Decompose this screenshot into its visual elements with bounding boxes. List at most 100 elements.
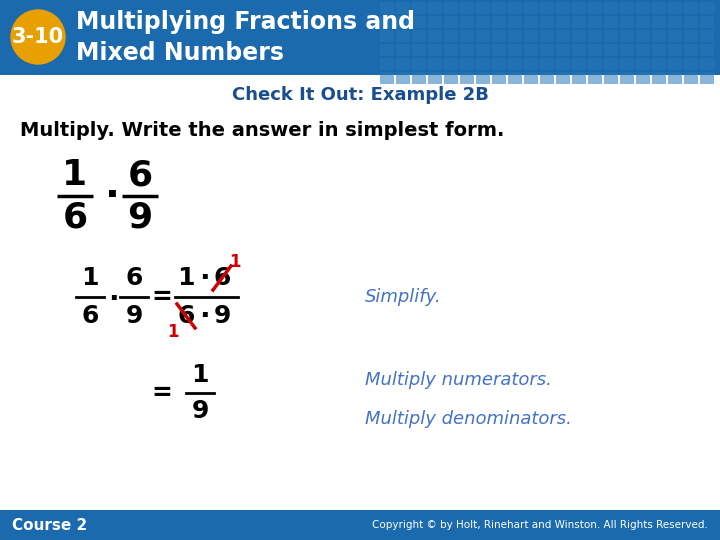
Text: 1: 1 bbox=[63, 158, 88, 192]
Bar bbox=[540, 72, 554, 84]
Bar bbox=[620, 16, 634, 28]
Bar bbox=[636, 30, 650, 42]
Bar bbox=[604, 2, 618, 14]
Text: Mixed Numbers: Mixed Numbers bbox=[76, 41, 284, 65]
Bar bbox=[508, 72, 522, 84]
Bar bbox=[636, 72, 650, 84]
Bar bbox=[684, 30, 698, 42]
Bar bbox=[668, 16, 682, 28]
Bar bbox=[556, 30, 570, 42]
Bar bbox=[380, 30, 394, 42]
Bar bbox=[700, 44, 714, 56]
Text: ·: · bbox=[104, 177, 120, 215]
Bar bbox=[668, 30, 682, 42]
Text: 1: 1 bbox=[81, 266, 99, 290]
Bar bbox=[620, 44, 634, 56]
Bar bbox=[572, 16, 586, 28]
Bar bbox=[604, 44, 618, 56]
Bar bbox=[652, 2, 666, 14]
Text: Check It Out: Example 2B: Check It Out: Example 2B bbox=[232, 86, 488, 104]
Bar bbox=[588, 72, 602, 84]
Bar bbox=[444, 72, 458, 84]
Bar bbox=[412, 44, 426, 56]
Bar bbox=[396, 16, 410, 28]
Bar bbox=[428, 16, 442, 28]
Bar bbox=[396, 44, 410, 56]
Text: ·: · bbox=[199, 302, 210, 330]
Text: Multiply denominators.: Multiply denominators. bbox=[365, 410, 572, 428]
Bar bbox=[492, 58, 506, 70]
Bar bbox=[604, 58, 618, 70]
Bar bbox=[524, 58, 538, 70]
Bar bbox=[428, 44, 442, 56]
Bar bbox=[556, 44, 570, 56]
Text: Multiplying Fractions and: Multiplying Fractions and bbox=[76, 10, 415, 34]
Bar bbox=[476, 72, 490, 84]
Bar bbox=[492, 30, 506, 42]
Text: Multiply numerators.: Multiply numerators. bbox=[365, 371, 552, 389]
Text: ·: · bbox=[199, 264, 210, 292]
Bar bbox=[508, 16, 522, 28]
Bar bbox=[492, 16, 506, 28]
Bar bbox=[588, 58, 602, 70]
Bar bbox=[652, 30, 666, 42]
Bar bbox=[684, 2, 698, 14]
Bar bbox=[524, 44, 538, 56]
Bar bbox=[604, 16, 618, 28]
Bar bbox=[684, 44, 698, 56]
Bar bbox=[460, 16, 474, 28]
Bar bbox=[412, 58, 426, 70]
Bar bbox=[556, 2, 570, 14]
Text: 1: 1 bbox=[177, 266, 194, 290]
Text: 9: 9 bbox=[125, 304, 143, 328]
Bar bbox=[460, 30, 474, 42]
Bar bbox=[588, 16, 602, 28]
Bar bbox=[0, 0, 720, 75]
Bar bbox=[540, 16, 554, 28]
Text: 6: 6 bbox=[81, 304, 99, 328]
Text: Multiply. Write the answer in simplest form.: Multiply. Write the answer in simplest f… bbox=[20, 120, 505, 139]
Text: 1: 1 bbox=[167, 323, 179, 341]
Bar bbox=[412, 30, 426, 42]
Text: 1: 1 bbox=[192, 363, 209, 387]
Bar bbox=[444, 58, 458, 70]
Bar bbox=[396, 58, 410, 70]
Bar bbox=[572, 58, 586, 70]
Bar bbox=[540, 58, 554, 70]
Text: =: = bbox=[152, 381, 172, 405]
Bar bbox=[540, 2, 554, 14]
Bar bbox=[396, 30, 410, 42]
Text: 6: 6 bbox=[63, 200, 88, 234]
Bar bbox=[684, 58, 698, 70]
Bar bbox=[444, 16, 458, 28]
Bar bbox=[556, 58, 570, 70]
Bar bbox=[444, 44, 458, 56]
Bar bbox=[700, 30, 714, 42]
Bar bbox=[508, 2, 522, 14]
Bar bbox=[476, 58, 490, 70]
Bar bbox=[444, 2, 458, 14]
Bar bbox=[700, 2, 714, 14]
Bar bbox=[684, 72, 698, 84]
Bar bbox=[636, 58, 650, 70]
Bar bbox=[588, 44, 602, 56]
Bar bbox=[524, 72, 538, 84]
Bar bbox=[636, 16, 650, 28]
Bar bbox=[700, 72, 714, 84]
Text: 6: 6 bbox=[125, 266, 143, 290]
Bar bbox=[476, 44, 490, 56]
Bar bbox=[476, 30, 490, 42]
Bar bbox=[572, 30, 586, 42]
Bar bbox=[476, 16, 490, 28]
Bar bbox=[604, 30, 618, 42]
Bar bbox=[652, 72, 666, 84]
Bar bbox=[428, 2, 442, 14]
Bar bbox=[620, 30, 634, 42]
Bar bbox=[508, 58, 522, 70]
Bar bbox=[460, 2, 474, 14]
Bar bbox=[572, 2, 586, 14]
Text: 9: 9 bbox=[192, 399, 209, 423]
Text: ·: · bbox=[108, 285, 118, 313]
Bar bbox=[636, 44, 650, 56]
Bar bbox=[492, 44, 506, 56]
